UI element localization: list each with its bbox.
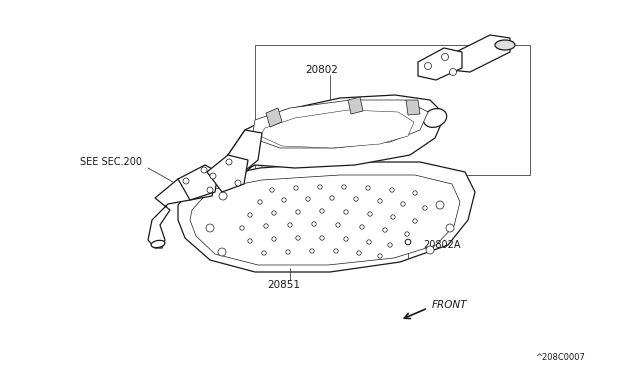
Circle shape bbox=[310, 249, 314, 253]
Circle shape bbox=[318, 185, 322, 189]
Circle shape bbox=[366, 186, 370, 190]
Circle shape bbox=[405, 239, 411, 245]
Circle shape bbox=[367, 240, 371, 244]
Text: ^208C0007: ^208C0007 bbox=[535, 353, 585, 362]
Circle shape bbox=[442, 54, 449, 61]
Circle shape bbox=[210, 173, 216, 179]
Polygon shape bbox=[255, 45, 530, 175]
Polygon shape bbox=[178, 162, 475, 272]
Circle shape bbox=[424, 62, 431, 70]
Ellipse shape bbox=[151, 240, 165, 248]
Circle shape bbox=[423, 206, 428, 210]
Circle shape bbox=[320, 209, 324, 213]
Circle shape bbox=[248, 213, 252, 217]
Circle shape bbox=[258, 200, 262, 204]
Circle shape bbox=[436, 201, 444, 209]
Circle shape bbox=[449, 68, 456, 76]
Circle shape bbox=[334, 249, 338, 253]
Circle shape bbox=[294, 186, 298, 190]
Circle shape bbox=[390, 188, 394, 192]
Circle shape bbox=[183, 178, 189, 184]
Circle shape bbox=[270, 188, 274, 192]
Circle shape bbox=[201, 167, 207, 173]
Polygon shape bbox=[348, 97, 363, 114]
Circle shape bbox=[368, 212, 372, 216]
Polygon shape bbox=[178, 165, 218, 200]
Circle shape bbox=[312, 222, 316, 226]
Circle shape bbox=[219, 192, 227, 200]
Circle shape bbox=[320, 236, 324, 240]
Circle shape bbox=[330, 196, 334, 200]
Circle shape bbox=[336, 223, 340, 227]
Text: 20851: 20851 bbox=[267, 280, 300, 290]
Polygon shape bbox=[228, 130, 262, 175]
Circle shape bbox=[413, 219, 417, 223]
Circle shape bbox=[206, 224, 214, 232]
Circle shape bbox=[404, 232, 409, 236]
Circle shape bbox=[226, 159, 232, 165]
Circle shape bbox=[288, 223, 292, 227]
Circle shape bbox=[235, 180, 241, 186]
Polygon shape bbox=[266, 108, 282, 127]
Circle shape bbox=[391, 215, 395, 219]
Circle shape bbox=[378, 254, 382, 258]
Circle shape bbox=[354, 197, 358, 201]
Circle shape bbox=[306, 197, 310, 201]
Text: SEE SEC.200: SEE SEC.200 bbox=[80, 157, 142, 167]
Polygon shape bbox=[148, 175, 215, 248]
Circle shape bbox=[342, 185, 346, 189]
Circle shape bbox=[248, 239, 252, 243]
Circle shape bbox=[240, 226, 244, 230]
Circle shape bbox=[426, 246, 434, 254]
Ellipse shape bbox=[423, 109, 447, 127]
Circle shape bbox=[357, 251, 361, 255]
Circle shape bbox=[282, 198, 286, 202]
Circle shape bbox=[344, 210, 348, 214]
Polygon shape bbox=[418, 48, 462, 80]
Polygon shape bbox=[252, 100, 428, 148]
Ellipse shape bbox=[225, 158, 252, 176]
Circle shape bbox=[378, 199, 382, 203]
Circle shape bbox=[262, 251, 266, 255]
Circle shape bbox=[383, 228, 387, 232]
Circle shape bbox=[296, 210, 300, 214]
Circle shape bbox=[272, 237, 276, 241]
Circle shape bbox=[401, 202, 405, 206]
Circle shape bbox=[344, 237, 348, 241]
Polygon shape bbox=[190, 175, 460, 265]
Text: 20802A: 20802A bbox=[423, 240, 461, 250]
Polygon shape bbox=[406, 100, 420, 115]
Polygon shape bbox=[207, 155, 248, 192]
Circle shape bbox=[218, 248, 226, 256]
Circle shape bbox=[360, 225, 364, 229]
Polygon shape bbox=[260, 110, 414, 148]
Circle shape bbox=[207, 187, 213, 193]
Polygon shape bbox=[228, 95, 445, 178]
Ellipse shape bbox=[495, 40, 515, 50]
Circle shape bbox=[296, 236, 300, 240]
Circle shape bbox=[272, 211, 276, 215]
Circle shape bbox=[264, 224, 268, 228]
Text: 20802: 20802 bbox=[305, 65, 338, 75]
Circle shape bbox=[286, 250, 290, 254]
Circle shape bbox=[413, 191, 417, 195]
Polygon shape bbox=[450, 35, 510, 72]
Circle shape bbox=[446, 224, 454, 232]
Text: FRONT: FRONT bbox=[432, 300, 467, 310]
Circle shape bbox=[388, 243, 392, 247]
